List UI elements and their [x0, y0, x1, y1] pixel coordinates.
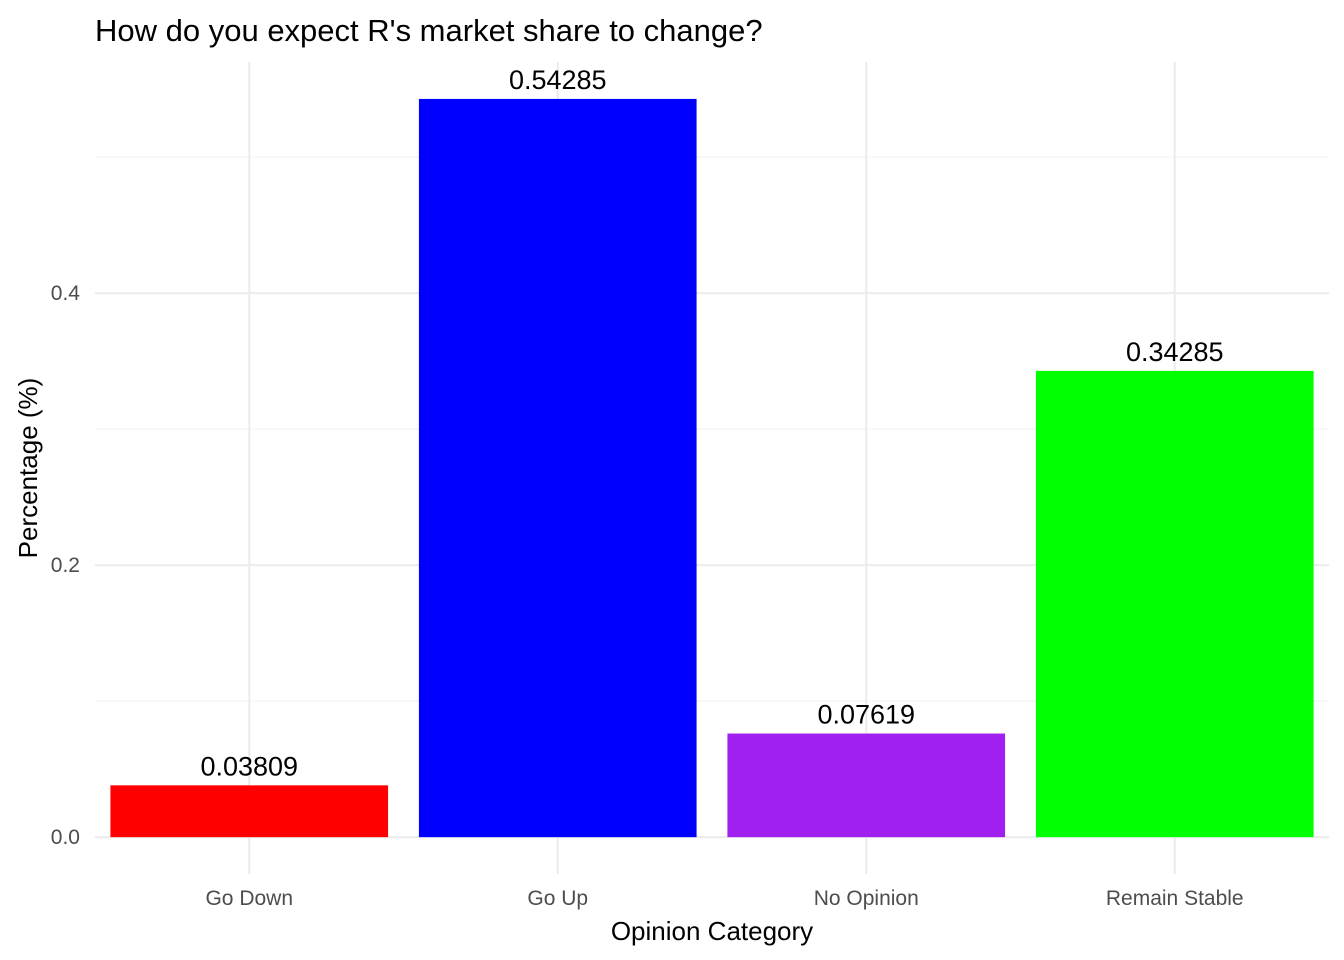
y-axis-ticks: 0.0 0.2 0.4: [51, 282, 81, 849]
bar-no-opinion: [727, 733, 1006, 838]
data-labels: 0.03809 0.54285 0.07619 0.34285: [200, 65, 1223, 781]
bar-remain-stable: [1035, 370, 1314, 838]
y-tick-label: 0.2: [51, 554, 80, 577]
data-label: 0.54285: [509, 65, 607, 95]
x-axis-title: Opinion Category: [611, 916, 813, 946]
x-axis-ticks: Go Down Go Up No Opinion Remain Stable: [205, 887, 1243, 910]
chart-title: How do you expect R's market share to ch…: [95, 13, 763, 48]
bar-go-up: [418, 98, 697, 838]
data-label: 0.34285: [1126, 337, 1224, 367]
x-tick-label: No Opinion: [814, 887, 919, 910]
y-tick-label: 0.0: [51, 826, 80, 849]
y-tick-label: 0.4: [51, 282, 81, 305]
bars: [110, 98, 1314, 838]
y-axis-title: Percentage (%): [13, 378, 43, 559]
bar-go-down: [110, 785, 389, 838]
x-tick-label: Go Up: [527, 887, 588, 910]
data-label: 0.03809: [200, 751, 298, 781]
x-tick-label: Go Down: [205, 887, 293, 910]
data-label: 0.07619: [817, 700, 915, 730]
x-tick-label: Remain Stable: [1106, 887, 1244, 910]
